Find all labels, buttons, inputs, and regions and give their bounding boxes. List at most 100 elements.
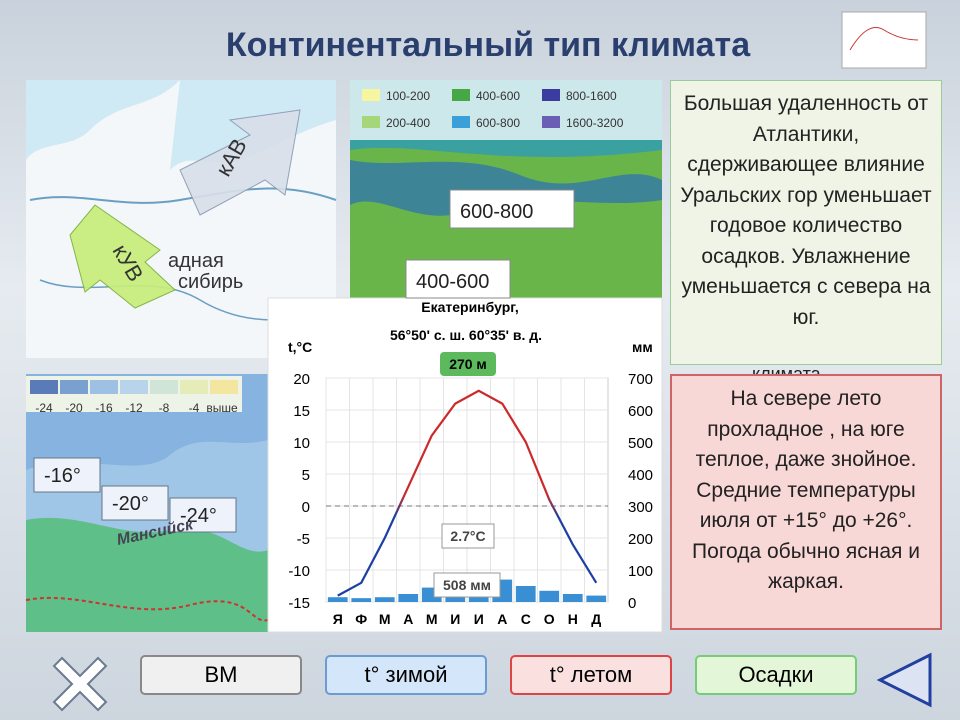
- x-tick-label: А: [497, 611, 507, 627]
- altitude-label: 270 м: [449, 356, 487, 372]
- legend-swatch: [452, 116, 470, 128]
- x-tick-label: Н: [568, 611, 578, 627]
- map-label: сибирь: [178, 271, 243, 293]
- text-box: Большая удаленность от Атлантики, сдержи…: [670, 80, 942, 365]
- chart-title: Екатеринбург,: [421, 299, 519, 315]
- legend-label: -20: [65, 401, 83, 415]
- back-button[interactable]: [876, 652, 932, 708]
- legend-swatch: [362, 116, 380, 128]
- annotation-box: [441, 523, 495, 549]
- precip-bar: [351, 598, 372, 602]
- legend-swatch: [60, 380, 88, 394]
- map-label: -20°: [101, 485, 169, 521]
- chart-subtitle: 56°50' с. ш. 60°35' в. д.: [390, 327, 542, 343]
- legend-label: -24: [35, 401, 53, 415]
- map-label: -16°: [33, 457, 101, 493]
- y2-tick-label: 0: [628, 595, 636, 612]
- x-tick-label: И: [450, 611, 460, 627]
- button[interactable]: Осадки: [695, 655, 857, 695]
- legend-label: 400-600: [476, 89, 520, 103]
- precip-bar: [515, 586, 536, 602]
- y-tick-label: -5: [297, 531, 310, 548]
- legend-label: -4: [189, 401, 200, 415]
- text-box: На севере лето прохладное , на юге тепло…: [670, 374, 942, 630]
- y-axis-label: t,°C: [288, 339, 312, 355]
- precip-bar: [539, 590, 560, 602]
- legend-label: 200-400: [386, 116, 430, 130]
- y2-axis-label: мм: [632, 339, 653, 355]
- legend-label: 800-1600: [566, 89, 617, 103]
- label-text: 400-600: [416, 271, 489, 293]
- legend-swatch: [210, 380, 238, 394]
- legend-label: 100-200: [386, 89, 430, 103]
- x-tick-label: Д: [591, 611, 601, 627]
- legend-swatch: [90, 380, 118, 394]
- temperature-line: [337, 389, 598, 597]
- y2-tick-label: 400: [628, 467, 653, 484]
- legend-swatch: [542, 89, 560, 101]
- altitude-box: [440, 352, 496, 376]
- map-label: 600-800: [449, 189, 575, 229]
- precip-bar: [562, 594, 583, 602]
- x-tick-label: Ф: [355, 611, 367, 627]
- chart-icon: [841, 11, 927, 69]
- legend-swatch: [120, 380, 148, 394]
- map-label: 400-600: [405, 259, 511, 299]
- legend-label: -16: [95, 401, 113, 415]
- label-text: -16°: [44, 465, 81, 487]
- y-tick-label: -15: [288, 595, 310, 612]
- button[interactable]: t° летом: [510, 655, 672, 695]
- label-box: [169, 497, 237, 533]
- label-box: [405, 259, 511, 299]
- y-tick-label: 5: [302, 467, 310, 484]
- precip-bar: [398, 594, 419, 602]
- annotation: 2.7°C: [450, 528, 485, 544]
- label-text: 600-800: [460, 201, 533, 223]
- map-label: адная: [168, 250, 224, 272]
- legend-swatch: [180, 380, 208, 394]
- x-tick-label: Я: [333, 611, 343, 627]
- legend-swatch: [30, 380, 58, 394]
- legend-label: 600-800: [476, 116, 520, 130]
- button[interactable]: t° зимой: [325, 655, 487, 695]
- y2-tick-label: 700: [628, 371, 653, 388]
- label-text: -24°: [180, 505, 217, 527]
- annotation: 508 мм: [443, 577, 491, 593]
- legend-swatch: [452, 89, 470, 101]
- legend-label: выше: [206, 401, 238, 415]
- x-tick-label: О: [544, 611, 555, 627]
- label-text: -20°: [112, 493, 149, 515]
- y2-tick-label: 500: [628, 435, 653, 452]
- x-tick-label: И: [474, 611, 484, 627]
- y2-tick-label: 200: [628, 531, 653, 548]
- precip-bar: [327, 597, 348, 602]
- y-tick-label: 15: [293, 403, 310, 420]
- x-tick-label: С: [521, 611, 531, 627]
- button[interactable]: ВМ: [140, 655, 302, 695]
- y2-tick-label: 100: [628, 563, 653, 580]
- legend-swatch: [150, 380, 178, 394]
- y-tick-label: 0: [302, 499, 310, 516]
- precip-bar: [586, 595, 607, 602]
- y-tick-label: 20: [293, 371, 310, 388]
- legend-swatch: [542, 116, 560, 128]
- map-label: -24°: [169, 497, 237, 533]
- x-tick-label: М: [379, 611, 391, 627]
- label-box: [101, 485, 169, 521]
- legend-swatch: [362, 89, 380, 101]
- label-box: [33, 457, 101, 493]
- legend-label: -8: [159, 401, 170, 415]
- precip-bar: [374, 597, 395, 602]
- y-tick-label: 10: [293, 435, 310, 452]
- slide-title: Континентальный тип климата: [226, 26, 751, 64]
- label-text: адная: [168, 250, 224, 272]
- legend-label: 1600-3200: [566, 116, 624, 130]
- y-tick-label: -10: [288, 563, 310, 580]
- close-button[interactable]: [52, 656, 108, 712]
- y2-tick-label: 600: [628, 403, 653, 420]
- legend-label: -12: [125, 401, 143, 415]
- label-text: сибирь: [178, 271, 243, 293]
- label-box: [449, 189, 575, 229]
